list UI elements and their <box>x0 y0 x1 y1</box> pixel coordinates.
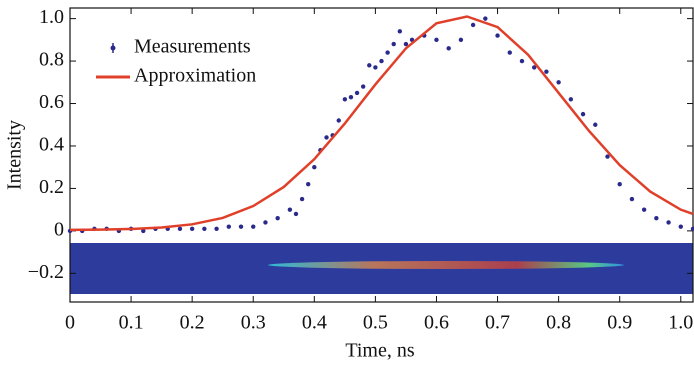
data-point <box>593 123 597 127</box>
data-point <box>385 50 389 54</box>
data-point <box>190 227 194 231</box>
data-point <box>581 112 585 116</box>
data-point <box>239 224 243 228</box>
data-point <box>312 165 316 169</box>
x-tick-label: 0.9 <box>607 312 632 334</box>
y-tick-label: 0.8 <box>39 49 64 71</box>
data-point <box>306 182 310 186</box>
data-point <box>349 95 353 99</box>
data-point <box>202 227 206 231</box>
data-point <box>483 16 487 20</box>
x-tick-label: 0.7 <box>485 312 510 334</box>
x-tick-label: 0.6 <box>424 312 449 334</box>
y-tick-label: 0.4 <box>39 134 64 156</box>
data-point <box>214 227 218 231</box>
y-tick-label: 0.6 <box>39 91 64 113</box>
data-point <box>679 224 683 228</box>
data-point <box>544 69 548 73</box>
data-point <box>392 42 396 46</box>
data-point <box>434 38 438 42</box>
x-tick-label: 1.0 <box>668 312 693 334</box>
data-point <box>361 84 365 88</box>
data-point <box>398 29 402 33</box>
y-tick-label: 0.2 <box>39 176 64 198</box>
data-point <box>227 224 231 228</box>
data-point <box>495 33 499 37</box>
data-point <box>324 135 328 139</box>
data-point <box>471 23 475 27</box>
y-tick-label: −0.2 <box>28 261 64 283</box>
data-point <box>556 80 560 84</box>
legend-marker <box>111 46 116 51</box>
y-axis-label: Intensity <box>4 120 26 190</box>
x-tick-label: 0.8 <box>546 312 571 334</box>
x-tick-label: 0.4 <box>302 312 327 334</box>
x-tick-label: 0 <box>65 312 75 334</box>
x-tick-label: 0.5 <box>363 312 388 334</box>
data-point <box>343 97 347 101</box>
data-point <box>654 216 658 220</box>
chart: Time, ns Intensity 0 0.1 0.2 0.3 0.4 0.5 0.6 0.… <box>0 0 694 368</box>
data-point <box>520 59 524 63</box>
data-point <box>300 197 304 201</box>
data-point <box>642 207 646 211</box>
data-point <box>666 220 670 224</box>
data-point <box>508 50 512 54</box>
x-tick-label: 0.2 <box>180 312 205 334</box>
legend-label: Measurements <box>134 36 251 58</box>
data-point <box>294 212 298 216</box>
data-point <box>630 197 634 201</box>
data-point <box>355 91 359 95</box>
streak-trace <box>268 261 624 269</box>
data-point <box>263 220 267 224</box>
data-point <box>373 65 377 69</box>
data-point <box>275 216 279 220</box>
data-point <box>446 46 450 50</box>
data-point <box>251 224 255 228</box>
y-tick-label: 0 <box>54 218 64 240</box>
x-tick-label: 0.1 <box>119 312 144 334</box>
data-point <box>288 207 292 211</box>
x-axis-label: Time, ns <box>345 340 415 362</box>
data-point <box>337 118 341 122</box>
legend-label: Approximation <box>134 65 256 87</box>
data-point <box>618 182 622 186</box>
data-point <box>569 97 573 101</box>
data-point <box>367 63 371 67</box>
data-point <box>379 59 383 63</box>
x-tick-label: 0.3 <box>241 312 266 334</box>
data-point <box>178 227 182 231</box>
data-point <box>459 38 463 42</box>
y-tick-label: 1.0 <box>39 6 64 28</box>
